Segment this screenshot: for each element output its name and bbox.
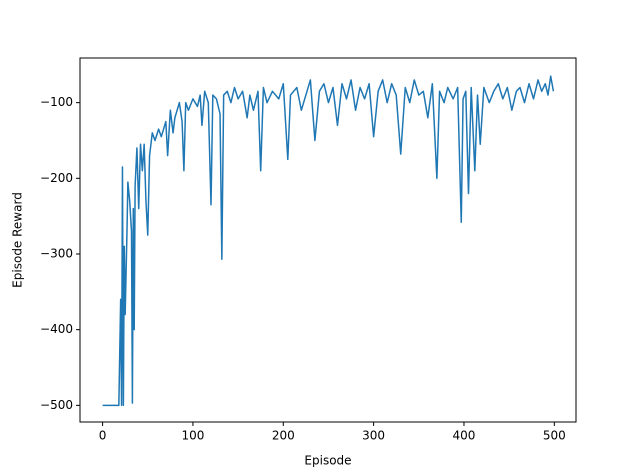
x-tick-label: 200: [272, 429, 295, 443]
x-tick-label: 400: [453, 429, 476, 443]
axes-frame: [79, 57, 577, 423]
y-axis-label: Episode Reward: [11, 192, 25, 288]
x-tick-label: 0: [99, 429, 107, 443]
x-tick-label: 100: [181, 429, 204, 443]
y-tick-label: −500: [40, 398, 73, 412]
x-axis-label: Episode: [304, 454, 351, 468]
y-tick-label: −100: [40, 95, 73, 109]
y-tick-label: −400: [40, 322, 73, 336]
y-tick-label: −200: [40, 171, 73, 185]
x-tick-label: 500: [543, 429, 566, 443]
x-tick-label: 300: [362, 429, 385, 443]
data-line: [102, 75, 555, 407]
y-tick-label: −300: [40, 247, 73, 261]
